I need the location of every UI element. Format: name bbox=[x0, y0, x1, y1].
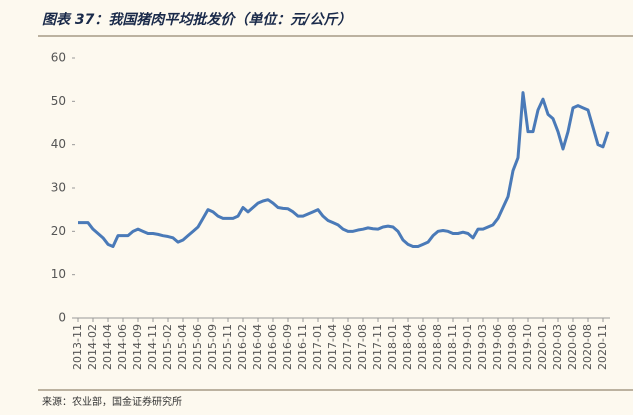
x-tick-label: 2016-11 bbox=[296, 324, 309, 370]
x-tick-label: 2016-09 bbox=[281, 324, 294, 370]
price-line bbox=[78, 91, 610, 248]
x-tick-label: 2014-11 bbox=[146, 324, 159, 370]
y-tick-label: 40 bbox=[51, 137, 66, 151]
x-tick-label: 2017-08 bbox=[356, 324, 369, 370]
x-tick-label: 2015-02 bbox=[161, 324, 174, 370]
x-tick-label: 2020-08 bbox=[581, 324, 594, 370]
x-tick-label: 2018-01 bbox=[386, 324, 399, 370]
x-tick-label: 2019-06 bbox=[491, 324, 504, 370]
x-tick-label: 2015-09 bbox=[206, 324, 219, 370]
x-tick-label: 2014-09 bbox=[131, 324, 144, 370]
x-tick-label: 2018-08 bbox=[431, 324, 444, 370]
x-tick-label: 2017-06 bbox=[341, 324, 354, 370]
x-tick-label: 2016-06 bbox=[266, 324, 279, 370]
x-tick-label: 2014-04 bbox=[101, 324, 114, 370]
x-tick-label: 2017-04 bbox=[326, 324, 339, 370]
y-tick-label: 0 bbox=[58, 311, 66, 325]
x-tick-label: 2020-03 bbox=[551, 324, 564, 370]
x-tick-label: 2014-02 bbox=[86, 324, 99, 370]
y-tick-label: 50 bbox=[51, 94, 66, 108]
x-tick-label: 2019-10 bbox=[521, 324, 534, 370]
x-tick-label: 2018-04 bbox=[401, 324, 414, 370]
x-tick-label: 2017-01 bbox=[311, 324, 324, 370]
x-tick-label: 2018-06 bbox=[416, 324, 429, 370]
y-tick-label: 60 bbox=[51, 51, 66, 65]
x-tick-label: 2015-11 bbox=[221, 324, 234, 370]
x-tick-label: 2016-02 bbox=[236, 324, 249, 370]
chart-title: 图表 37：我国猪肉平均批发价（单位：元/公斤） bbox=[42, 11, 351, 28]
x-tick-label: 2015-06 bbox=[191, 324, 204, 370]
x-tick-label: 2016-04 bbox=[251, 324, 264, 370]
x-tick-label: 2014-06 bbox=[116, 324, 129, 370]
y-tick-label: 30 bbox=[51, 181, 66, 195]
y-tick-label: 20 bbox=[51, 224, 66, 238]
source: 来源：农业部，国金证券研究所 bbox=[42, 395, 182, 408]
x-tick-label: 2015-04 bbox=[176, 324, 189, 370]
x-tick-label: 2013-11 bbox=[71, 324, 84, 370]
x-tick-label: 2019-01 bbox=[461, 324, 474, 370]
y-tick-label: 10 bbox=[51, 267, 66, 281]
x-tick-label: 2019-08 bbox=[506, 324, 519, 370]
x-tick-label: 2019-03 bbox=[476, 324, 489, 370]
x-tick-label: 2020-11 bbox=[596, 324, 609, 370]
x-tick-label: 2018-11 bbox=[446, 324, 459, 370]
x-tick-label: 2020-06 bbox=[566, 324, 579, 370]
x-tick-label: 2017-11 bbox=[371, 324, 384, 370]
x-tick-label: 2020-01 bbox=[536, 324, 549, 370]
